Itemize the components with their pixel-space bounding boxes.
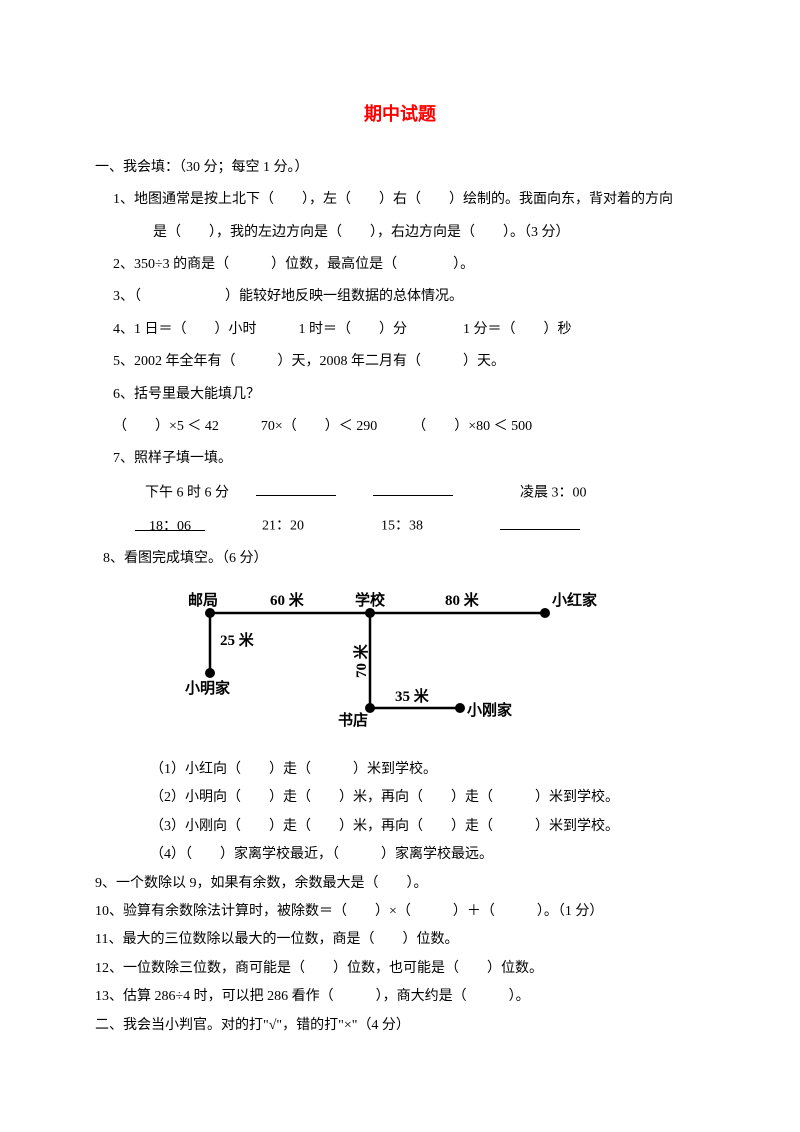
q7-r1-right: 凌晨 3：00 (520, 485, 587, 500)
q6-options: （ ）×5 ＜ 42 70×（ ）＜ 290 （ ）×80 ＜ 500 (95, 416, 705, 438)
label-ming: 小明家 (185, 679, 230, 697)
diagram-svg: 邮局 学校 小红家 小明家 书店 小刚家 60 米 80 米 25 米 70 米… (170, 583, 610, 733)
section-2-header: 二、我会当小判官。对的打"√"，错的打"×"（4 分） (95, 1015, 705, 1037)
q7-row2: 18：06 21：20 15：38 (95, 514, 705, 538)
node-school (365, 608, 375, 618)
q1-line2: 是（ ），我的左边方向是（ ），右边方向是（ ）。（3 分） (95, 222, 705, 244)
label-post: 邮局 (188, 591, 218, 609)
node-post (205, 608, 215, 618)
q7-blank1 (256, 481, 336, 496)
q7-r2-b: 21：20 (262, 519, 304, 534)
label-gang: 小刚家 (467, 701, 512, 719)
q8: 8、看图完成填空。（6 分） (95, 548, 705, 570)
q8-4: （4）（ ）家离学校最近，（ ）家离学校最远。 (95, 844, 705, 866)
q8-2: （2）小明向（ ）走（ ）米，再向（ ）走（ ）米到学校。 (95, 787, 705, 809)
node-hong (540, 608, 550, 618)
dist-25: 25 米 (220, 631, 255, 649)
q3: 3、（ ）能较好地反映一组数据的总体情况。 (95, 286, 705, 308)
section-1-header: 一、我会填：（30 分；每空 1 分。） (95, 157, 705, 179)
q9: 9、一个数除以 9，如果有余数，余数最大是（ ）。 (95, 873, 705, 895)
q5: 5、2002 年全年有（ ）天，2008 年二月有（ ）天。 (95, 351, 705, 373)
q1-line1: 1、地图通常是按上北下（ ），左（ ）右（ ）绘制的。我面向东，背对着的方向 (95, 189, 705, 211)
q10: 10、验算有余数除法计算时，被除数＝（ ）×（ ）＋（ ）。（1 分） (95, 901, 705, 923)
q7-r1-left: 下午 6 时 6 分 (145, 485, 229, 500)
label-hong: 小红家 (552, 591, 597, 609)
q4: 4、1 日＝（ ）小时 1 时＝（ ）分 1 分＝（ ）秒 (95, 319, 705, 341)
dist-60: 60 米 (270, 591, 305, 609)
node-gang (455, 703, 465, 713)
q7-blank2 (373, 481, 453, 496)
q7: 7、照样子填一填。 (95, 448, 705, 470)
q12: 12、一位数除三位数，商可能是（ ）位数，也可能是（ ）位数。 (95, 958, 705, 980)
q13: 13、估算 286÷4 时，可以把 286 看作（ ），商大约是（ ）。 (95, 986, 705, 1008)
q7-blank3 (500, 514, 580, 529)
dist-80: 80 米 (445, 591, 480, 609)
label-store: 书店 (338, 711, 368, 729)
q11: 11、最大的三位数除以最大的一位数，商是（ ）位数。 (95, 929, 705, 951)
dist-70: 70 米 (352, 643, 370, 678)
q2: 2、350÷3 的商是（ ）位数，最高位是（ ）。 (95, 254, 705, 276)
page-title: 期中试题 (95, 100, 705, 129)
q8-3: （3）小刚向（ ）走（ ）米，再向（ ）走（ ）米到学校。 (95, 816, 705, 838)
node-store (365, 703, 375, 713)
dist-35: 35 米 (395, 687, 430, 705)
q7-r2-a: 18：06 (135, 516, 205, 531)
node-ming (205, 668, 215, 678)
q6: 6、括号里最大能填几？ (95, 384, 705, 406)
q8-1: （1）小红向（ ）走（ ）米到学校。 (95, 759, 705, 781)
map-diagram: 邮局 学校 小红家 小明家 书店 小刚家 60 米 80 米 25 米 70 米… (95, 583, 705, 741)
label-school: 学校 (355, 591, 386, 609)
q7-row1: 下午 6 时 6 分 凌晨 3：00 (95, 481, 705, 505)
q7-r2-c: 15：38 (381, 519, 423, 534)
